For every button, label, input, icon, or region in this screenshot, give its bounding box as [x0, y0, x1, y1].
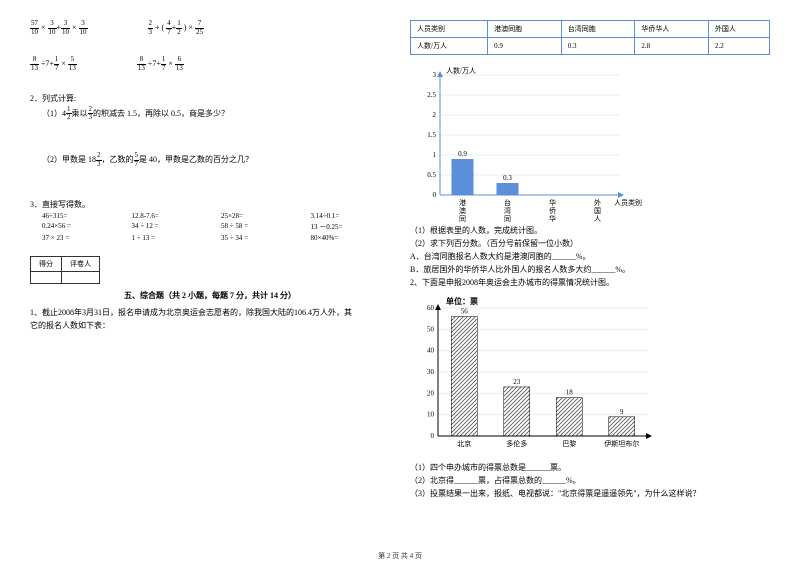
svg-text:0.9: 0.9	[458, 150, 467, 158]
table-cell: 2.8	[635, 38, 709, 55]
table-cell: 0.3	[561, 38, 635, 55]
expr-2a: 813 ÷7+17 × 513	[30, 56, 77, 72]
svg-text:9: 9	[620, 408, 624, 416]
chart-votes: 0 10 20 30 40 50 60 56 北京 23 多伦多 18 巴黎 9 伊斯坦布尔 单位：票	[410, 290, 770, 460]
svg-text:18: 18	[566, 389, 574, 397]
svg-text:同: 同	[504, 215, 511, 223]
table-header: 华侨华人	[635, 21, 709, 38]
people-table: 人员类别港澳同胞台湾同胞华侨华人外国人人数/万人0.90.32.82.2	[410, 20, 770, 55]
table-cell: 0.9	[488, 38, 562, 55]
table-cell: 2.2	[708, 38, 769, 55]
table-row-label: 人数/万人	[411, 38, 488, 55]
q2-title: 2．列式计算:	[30, 93, 390, 104]
expr-2b: 813 ÷7+17 × 613	[137, 56, 184, 72]
sec5-q1-line1: 1、截止2008年3月31日，报名申请成为北京奥运会志愿者的，除我国大陆的106…	[30, 307, 390, 318]
svg-text:50: 50	[427, 325, 435, 333]
svg-text:人: 人	[594, 215, 601, 223]
svg-text:0: 0	[433, 191, 437, 199]
q3-cell: 3.14÷0.1=	[311, 212, 391, 220]
svg-text:台: 台	[504, 198, 511, 207]
q1-sub-line: B．旅居国外的华侨华人比外国人的报名人数多大约______%。	[410, 264, 770, 275]
q2-sub-line: （1）四个申办城市的得票总数是______票。	[410, 462, 770, 473]
svg-text:人员类别: 人员类别	[614, 198, 642, 207]
section-5-title: 五、综合题（共 2 小题，每题 7 分，共计 14 分）	[30, 290, 390, 301]
svg-text:多伦多: 多伦多	[506, 439, 527, 448]
sec5-q1-line2: 它的报名人数如下表：	[30, 320, 390, 331]
q1-sub-line: （2）求下列百分数。（百分号前保留一位小数）	[410, 238, 770, 249]
svg-text:10: 10	[427, 411, 435, 419]
math-expressions-row2: 813 ÷7+17 × 513 813 ÷7+17 × 613	[30, 56, 390, 72]
table-header: 外国人	[708, 21, 769, 38]
svg-text:巴黎: 巴黎	[562, 439, 576, 448]
expr-1b: 23 + ( 47+12 ) × 725	[148, 20, 204, 36]
page-footer: 第 2 页 共 4 页	[0, 551, 800, 561]
svg-text:40: 40	[427, 347, 435, 355]
svg-text:国: 国	[594, 207, 601, 215]
table-header: 港澳同胞	[488, 21, 562, 38]
svg-text:30: 30	[427, 368, 435, 376]
q2-title-right: 2、下面是申报2008年奥运会主办城市的得票情况统计图。	[410, 277, 770, 288]
q2-sub-line: （3）投票结果一出来，报纸、电视都说："北京得票是遥遥领先"，为什么这样说？	[410, 488, 770, 499]
svg-text:56: 56	[461, 308, 469, 316]
score-label-1: 得分	[31, 256, 62, 271]
svg-text:侨: 侨	[549, 206, 556, 215]
q1-subquestions: （1）根据表里的人数，完成统计图。 （2）求下列百分数。（百分号前保留一位小数） A…	[410, 225, 770, 275]
svg-text:港: 港	[459, 198, 466, 207]
svg-text:外: 外	[594, 198, 601, 207]
svg-text:华: 华	[549, 214, 556, 223]
svg-text:60: 60	[427, 304, 435, 312]
svg-text:0.3: 0.3	[503, 174, 512, 182]
expr-1a: 5710 × 310+310 × 310	[30, 20, 88, 36]
q2-sub-line: （2）北京得______票，占得票总数的______%。	[410, 475, 770, 486]
q3-cell: 58 ÷ 58 =	[221, 222, 301, 232]
q3-cell: 13 －0.25=	[311, 222, 391, 232]
svg-text:人数/万人: 人数/万人	[446, 66, 476, 75]
q3-cell: 80×40%=	[311, 234, 391, 242]
svg-text:胞: 胞	[459, 222, 466, 223]
svg-text:华: 华	[549, 198, 556, 207]
score-box: 得分 评卷人	[30, 256, 100, 284]
svg-text:20: 20	[427, 389, 435, 397]
q3-cell: 0.24×56 =	[42, 222, 122, 232]
q3-cell: 46÷315=	[42, 212, 122, 220]
svg-text:2.5: 2.5	[427, 91, 436, 99]
q2-1: （1）412乘以23的积减去 1.5，再除以 0.5，商是多少？	[42, 106, 390, 122]
q3-cell: 34 ÷ 12 =	[132, 222, 212, 232]
math-expressions-row1: 5710 × 310+310 × 310 23 + ( 47+12 ) × 72…	[30, 20, 390, 36]
svg-text:湾: 湾	[504, 206, 511, 215]
q1-sub-line: （1）根据表里的人数，完成统计图。	[410, 225, 770, 236]
q2-subquestions: （1）四个申办城市的得票总数是______票。 （2）北京得______票，占得票…	[410, 462, 770, 499]
score-label-2: 评卷人	[62, 256, 100, 271]
svg-text:2: 2	[433, 111, 437, 119]
q1-sub-line: A．台湾同胞报名人数大约是港澳同胞的______%。	[410, 251, 770, 262]
svg-text:0: 0	[431, 432, 435, 440]
svg-text:伊斯坦布尔: 伊斯坦布尔	[604, 439, 639, 448]
svg-text:澳: 澳	[459, 206, 466, 215]
q3-grid: 46÷315= 12.8-7.6= 25×28= 3.14÷0.1= 0.24×56 =…	[42, 212, 390, 242]
table-header: 人员类别	[411, 21, 488, 38]
svg-text:1.5: 1.5	[427, 131, 436, 139]
q3-title: 3．直接写得数。	[30, 199, 390, 210]
svg-text:0.5: 0.5	[427, 171, 436, 179]
q2-2: （2）甲数是 1823，乙数的57是 40，甲数是乙数的百分之几？	[42, 152, 390, 168]
svg-text:3: 3	[433, 71, 437, 79]
svg-text:同: 同	[459, 215, 466, 223]
svg-text:单位：票: 单位：票	[446, 296, 478, 306]
q3-cell: 35 ÷ 34 =	[221, 234, 301, 242]
q3-cell: 12.8-7.6=	[132, 212, 212, 220]
q3-cell: 1 ÷ 13 =	[132, 234, 212, 242]
q3-cell: 25×28=	[221, 212, 301, 220]
q3-cell: 37 × 23 =	[42, 234, 122, 242]
svg-text:23: 23	[513, 378, 521, 386]
svg-text:胞: 胞	[504, 222, 511, 223]
chart-people: 00.511.522.530.9港澳同胞0.3台湾同胞华侨华人外国人人数/万人人…	[410, 63, 770, 223]
svg-text:1: 1	[433, 151, 437, 159]
svg-text:北京: 北京	[457, 439, 471, 448]
table-header: 台湾同胞	[561, 21, 635, 38]
